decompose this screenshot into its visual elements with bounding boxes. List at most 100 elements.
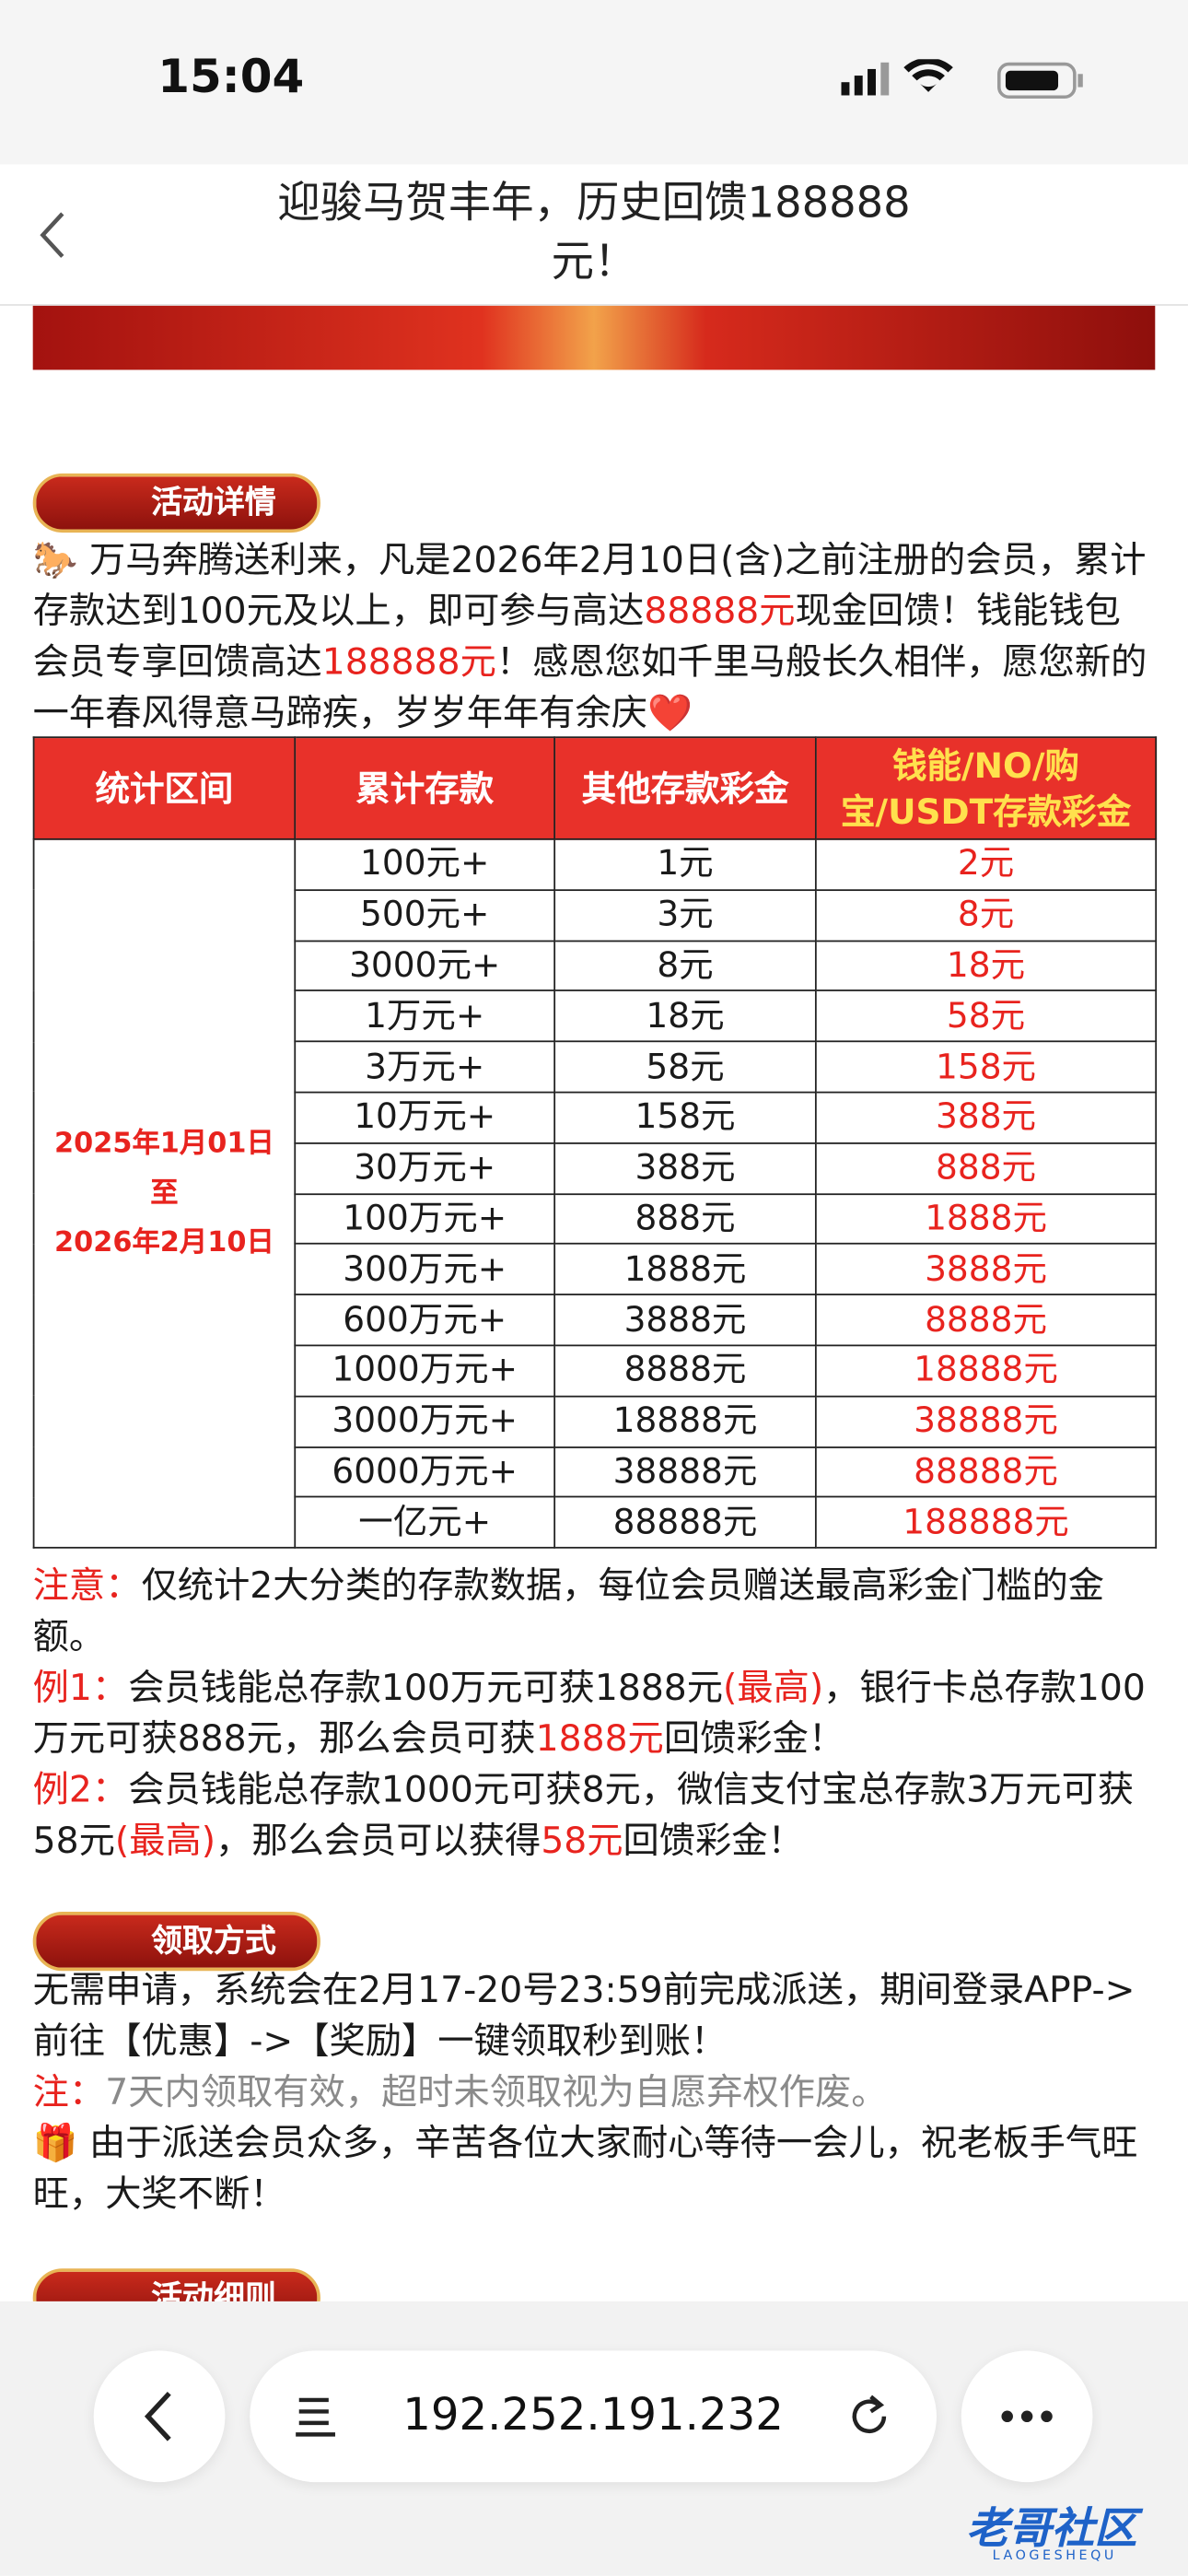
back-button[interactable] xyxy=(93,2350,226,2483)
paragraph: 例1：会员钱能总存款100万元可获1888元(最高)，银行卡总存款100万元可获… xyxy=(33,1664,1156,1766)
table-row: 100万元+ 888元 1888元 xyxy=(34,1192,1158,1246)
table-row: 一亿元+ 88888元 188888元 xyxy=(34,1496,1158,1549)
header-cell: 钱能/NO/购宝/USDT存款彩金 xyxy=(814,736,1158,840)
table-row: 1万元+ 18元 58元 xyxy=(34,989,1158,1043)
paragraph: 注：7天内领取有效，超时未领取视为自愿弃权作废。 xyxy=(33,2068,1156,2119)
table-cell: 300万元+ xyxy=(294,1243,556,1296)
text-segment: 仅统计2大分类的存款数据，每位会员赠送最高彩金门槛的金额。 xyxy=(32,1566,1105,1659)
table-cell: 18元 xyxy=(814,939,1158,992)
table-cell: 1元 xyxy=(553,837,817,891)
table-row: 600万元+ 3888元 8888元 xyxy=(34,1294,1158,1347)
table-row: 3万元+ 58元 158元 xyxy=(34,1040,1158,1094)
table-cell: 188888元 xyxy=(814,1496,1158,1549)
intro-text: 🐎 万马奔腾送利来，凡是2026年2月10日(含)之前注册的会员，累计存款达到1… xyxy=(33,536,1156,740)
table-cell: 100元+ xyxy=(294,837,556,891)
table-cell: 600万元+ xyxy=(294,1294,556,1347)
header-cell: 统计区间 xyxy=(32,736,297,840)
table-row: 6000万元+ 38888元 88888元 xyxy=(34,1446,1158,1499)
text-segment: 注： xyxy=(32,2072,106,2114)
table-cell: 88888元 xyxy=(814,1446,1158,1499)
more-button[interactable] xyxy=(961,2350,1093,2483)
table-cell: 2元 xyxy=(814,837,1158,891)
text-segment: (最高) xyxy=(723,1668,824,1710)
period-text: 2026年2月10日 xyxy=(54,1226,274,1259)
text-segment: ，那么会员可以获得 xyxy=(215,1821,542,1863)
notes: 注意：仅统计2大分类的存款数据，每位会员赠送最高彩金门槛的金额。 例1：会员钱能总… xyxy=(33,1562,1156,1868)
table-cell: 1000万元+ xyxy=(294,1344,556,1398)
table-row: 10万元+ 158元 388元 xyxy=(34,1091,1158,1144)
period-text: 至 xyxy=(150,1177,179,1211)
text-segment: 88888元 xyxy=(644,591,796,633)
time: 15:04 xyxy=(157,49,305,104)
table-row: 1000万元+ 8888元 18888元 xyxy=(34,1344,1158,1398)
table-cell: 3000万元+ xyxy=(294,1395,556,1448)
table-cell: 38888元 xyxy=(814,1395,1158,1448)
text-segment: ，银行卡总存款100万元可获888元，那么会员可获 xyxy=(32,1668,1146,1761)
text-segment: 无需申请，系统会在2月17-20号23:59前完成派送，期间登录APP->前往【… xyxy=(32,1971,1136,2064)
claim-text: 无需申请，系统会在2月17-20号23:59前完成派送，期间登录APP->前往【… xyxy=(33,1966,1156,2221)
paragraph: 注意：仅统计2大分类的存款数据，每位会员赠送最高彩金门槛的金额。 xyxy=(33,1562,1156,1664)
table-cell: 3元 xyxy=(553,888,817,942)
section-heading: 活动详情 xyxy=(32,473,320,533)
paragraph: 例2：会员钱能总存款1000元可获8元，微信支付宝总存款3万元可获58元(最高)… xyxy=(33,1765,1156,1868)
watermark: 老哥社区 xyxy=(966,2505,1137,2555)
watermark-sub: LAOGESHEQU xyxy=(992,2547,1117,2563)
table-cell: 38888元 xyxy=(553,1446,817,1499)
table-cell: 3万元+ xyxy=(294,1040,556,1094)
text-segment: 188888元 xyxy=(321,642,496,685)
text-segment: 回馈彩金！ xyxy=(623,1821,804,1863)
nav-title: 迎骏马贺丰年，历史回馈188888元！ xyxy=(277,179,911,288)
browser-bar: 192.252.191.232 老哥社区 LAOGESHEQU xyxy=(0,2301,1188,2576)
back-button[interactable] xyxy=(33,210,73,260)
table-cell: 58元 xyxy=(814,989,1158,1043)
table-cell: 3888元 xyxy=(553,1294,817,1347)
table-cell: 158元 xyxy=(553,1091,817,1144)
table-cell: 1888元 xyxy=(814,1192,1158,1246)
table-cell: 18888元 xyxy=(553,1395,817,1448)
table-cell: 1888元 xyxy=(553,1243,817,1296)
table-cell: 3888元 xyxy=(814,1243,1158,1296)
text-segment: ！感恩您如千里马般长久相伴，愿您新的一年春风得意马蹄疾，岁岁年年有余庆❤️ xyxy=(32,642,1147,735)
table-cell: 3000元+ xyxy=(294,939,556,992)
table-cell: 18元 xyxy=(553,989,817,1043)
text-segment: 例2： xyxy=(32,1770,129,1812)
text-segment: 例1： xyxy=(32,1668,129,1710)
reward-table: 统计区间 累计存款 其他存款彩金 钱能/NO/购宝/USDT存款彩金 2025年1月0… xyxy=(32,736,1158,1549)
text-segment: 7天内领取有效，超时未领取视为自愿弃权作废。 xyxy=(105,2072,888,2114)
status-icons xyxy=(841,59,1083,100)
url-bar[interactable]: 192.252.191.232 xyxy=(250,2350,937,2483)
table-row: 500元+ 3元 8元 xyxy=(34,888,1158,942)
table-row: 300万元+ 1888元 3888元 xyxy=(34,1243,1158,1296)
table-cell: 6000万元+ xyxy=(294,1446,556,1499)
table-cell: 8元 xyxy=(553,939,817,992)
status-bar: 15:04 xyxy=(0,0,1188,165)
url: 192.252.191.232 xyxy=(402,2390,784,2441)
table-cell: 8元 xyxy=(814,888,1158,942)
table-cell: 100万元+ xyxy=(294,1192,556,1246)
text-segment: 会员钱能总存款100万元可获1888元 xyxy=(128,1668,724,1710)
table-cell: 500元+ xyxy=(294,888,556,942)
paragraph: 无需申请，系统会在2月17-20号23:59前完成派送，期间登录APP->前往【… xyxy=(33,1966,1156,2068)
table-cell: 388元 xyxy=(814,1091,1158,1144)
table-cell: 88888元 xyxy=(553,1496,817,1549)
table-row: 30万元+ 388元 888元 xyxy=(34,1142,1158,1195)
text-segment: 🎁 由于派送会员众多，辛苦各位大家耐心等待一会儿，祝老板手气旺旺，大奖不断！ xyxy=(32,2124,1138,2217)
nav-bar: 迎骏马贺丰年，历史回馈188888元！ xyxy=(0,164,1188,306)
text-segment: 会员钱能总存款1000元可获8元，微信支付宝总存款3万元可获58元 xyxy=(32,1770,1135,1863)
header-cell: 累计存款 xyxy=(294,736,556,840)
table-cell: 8888元 xyxy=(553,1344,817,1398)
table-cell: 58元 xyxy=(553,1040,817,1094)
table-row: 3000万元+ 18888元 38888元 xyxy=(34,1395,1158,1448)
text-segment: (最高) xyxy=(114,1821,216,1863)
table-row: 3000元+ 8元 18元 xyxy=(34,939,1158,992)
text-segment: 🐎 万马奔腾送利来，凡是2026年2月10日(含)之前注册的会员，累计存款达到1… xyxy=(32,541,1147,633)
table-cell: 1万元+ xyxy=(294,989,556,1043)
table-row: 2025年1月01日至 2026年2月10日 100元+ 1元 2元 xyxy=(32,837,1158,1549)
banner-image xyxy=(32,305,1156,370)
text-segment: 现金回馈！钱能钱包会员专享回馈高达 xyxy=(32,591,1121,685)
period-cell: 2025年1月01日至 2026年2月10日 xyxy=(32,837,297,1549)
table-cell: 10万元+ xyxy=(294,1091,556,1144)
table-header: 统计区间 累计存款 其他存款彩金 钱能/NO/购宝/USDT存款彩金 xyxy=(32,736,1158,840)
